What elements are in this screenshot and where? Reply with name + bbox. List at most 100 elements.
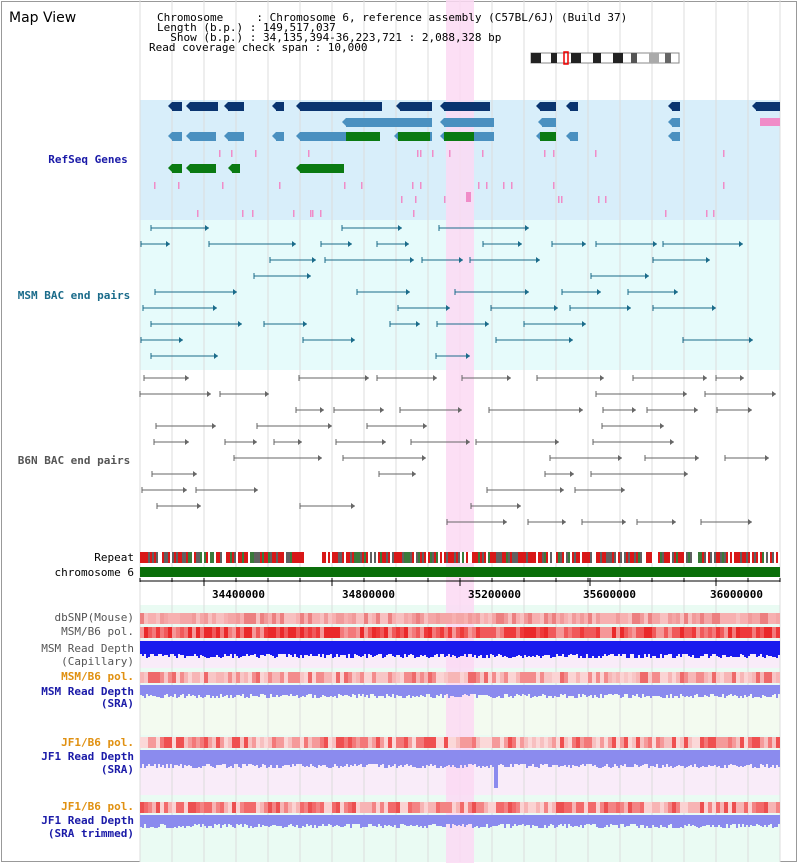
depth-bar <box>516 685 518 694</box>
depth-bar <box>180 815 182 827</box>
gene-block <box>276 102 284 111</box>
heat-cell <box>548 672 552 683</box>
depth-bar <box>744 641 746 657</box>
heat-cell <box>500 802 504 813</box>
repeat-mark <box>560 552 562 563</box>
heat-cell <box>500 672 504 683</box>
track-label-b6n-bac[interactable]: B6N BAC end pairs <box>17 454 131 467</box>
heat-cell <box>452 627 456 638</box>
heat-cell <box>368 672 372 683</box>
heat-cell <box>352 802 356 813</box>
msm-bac-pair-arrow <box>405 241 409 247</box>
depth-bar <box>330 750 332 768</box>
depth-bar <box>420 641 422 655</box>
depth-bar <box>440 641 442 654</box>
depth-bar <box>630 641 632 654</box>
depth-bar <box>704 815 706 826</box>
heat-cell <box>544 613 548 624</box>
heat-cell <box>736 737 740 748</box>
heat-cell <box>752 613 756 624</box>
depth-bar <box>146 685 148 694</box>
depth-bar <box>422 641 424 656</box>
depth-bar <box>314 641 316 656</box>
heat-cell <box>576 627 580 638</box>
depth-bar <box>200 750 202 768</box>
heat-cell <box>188 613 192 624</box>
heat-cell <box>680 672 684 683</box>
heat-cell <box>428 802 432 813</box>
heat-cell <box>440 613 444 624</box>
depth-bar <box>544 750 546 764</box>
depth-bar <box>234 685 236 697</box>
depth-bar <box>722 815 724 828</box>
heat-cell <box>740 672 744 683</box>
heat-cell <box>360 613 364 624</box>
depth-bar <box>276 685 278 695</box>
repeat-mark <box>516 552 518 563</box>
track-label-refseq[interactable]: RefSeq Genes <box>48 153 128 166</box>
depth-bar <box>222 815 224 825</box>
depth-bar <box>762 750 764 765</box>
heat-cell <box>204 627 208 638</box>
b6n-bac-pair-arrow <box>503 519 507 525</box>
depth-bar <box>234 750 236 764</box>
depth-bar <box>522 685 524 694</box>
depth-bar <box>438 641 440 657</box>
depth-bar <box>216 641 218 655</box>
depth-bar <box>300 750 302 764</box>
depth-bar <box>460 641 462 656</box>
depth-bar <box>774 750 776 768</box>
depth-bar <box>504 685 506 694</box>
heat-cell <box>344 613 348 624</box>
repeat-mark <box>242 552 244 563</box>
depth-bar <box>600 685 602 694</box>
depth-bar <box>396 815 398 828</box>
depth-bar <box>604 685 606 695</box>
heat-cell <box>652 672 656 683</box>
depth-bar <box>390 815 392 826</box>
heat-cell <box>292 613 296 624</box>
depth-bar <box>446 815 448 824</box>
heat-cell <box>244 613 248 624</box>
depth-bar <box>398 641 400 655</box>
repeat-mark <box>280 552 282 563</box>
depth-bar <box>386 641 388 655</box>
depth-bar <box>450 685 452 696</box>
heat-cell <box>304 802 308 813</box>
gene-tick-pink <box>222 182 224 189</box>
heat-cell <box>432 627 436 638</box>
heat-cell <box>428 672 432 683</box>
depth-bar <box>754 641 756 654</box>
heat-cell <box>724 627 728 638</box>
heat-cell <box>504 613 508 624</box>
chromosome-ideogram[interactable] <box>530 51 680 65</box>
chromosome-bar <box>140 567 780 577</box>
heat-cell <box>588 627 592 638</box>
depth-bar <box>534 815 536 826</box>
depth-bar <box>510 641 512 658</box>
heat-cell <box>724 802 728 813</box>
track-label-msm-bac[interactable]: MSM BAC end pairs <box>17 289 131 302</box>
heat-cell <box>616 737 620 748</box>
heat-cell <box>460 737 464 748</box>
heat-cell <box>188 802 192 813</box>
repeat-mark <box>646 552 648 563</box>
heat-cell <box>308 672 312 683</box>
heat-cell <box>168 737 172 748</box>
gene-arrow <box>186 132 190 140</box>
depth-bar <box>598 815 600 828</box>
repeat-mark <box>760 552 762 563</box>
depth-bar <box>342 641 344 655</box>
depth-bar <box>238 641 240 658</box>
depth-bar <box>376 750 378 764</box>
depth-bar <box>740 641 742 654</box>
heat-cell <box>568 737 572 748</box>
depth-bar <box>182 815 184 826</box>
heat-cell <box>280 672 284 683</box>
depth-bar <box>442 685 444 698</box>
depth-bar <box>298 750 300 764</box>
b6n-bac-pair-arrow <box>579 407 583 413</box>
repeat-mark <box>666 552 668 563</box>
depth-bar <box>446 641 448 656</box>
depth-bar <box>556 750 558 765</box>
